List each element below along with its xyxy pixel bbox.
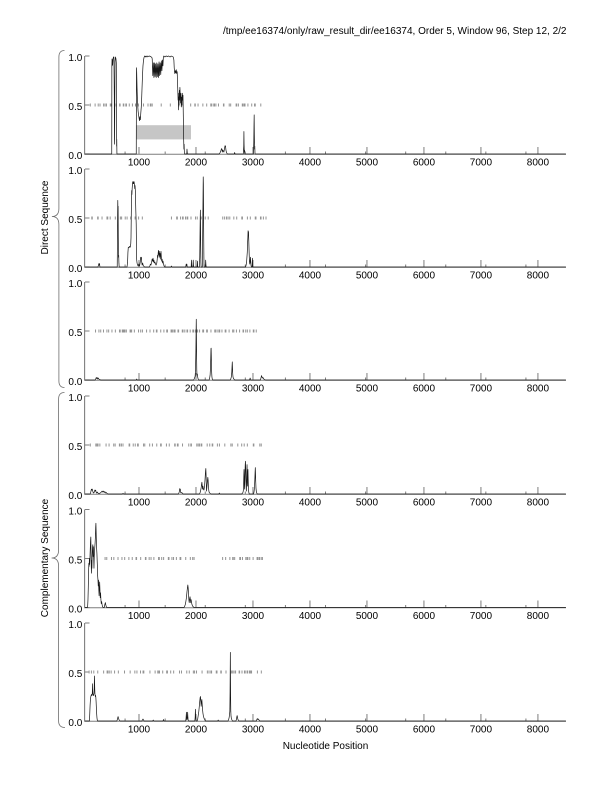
svg-text:0.5: 0.5 bbox=[68, 215, 82, 226]
svg-text:1.0: 1.0 bbox=[68, 506, 82, 517]
svg-text:1.0: 1.0 bbox=[68, 53, 82, 64]
svg-text:1.0: 1.0 bbox=[68, 166, 82, 177]
svg-text:5000: 5000 bbox=[356, 498, 379, 509]
svg-text:1000: 1000 bbox=[128, 158, 151, 169]
svg-text:5000: 5000 bbox=[356, 611, 379, 622]
svg-text:1000: 1000 bbox=[128, 498, 151, 509]
svg-text:3000: 3000 bbox=[242, 384, 265, 395]
svg-text:0.0: 0.0 bbox=[68, 151, 82, 162]
svg-text:4000: 4000 bbox=[299, 498, 322, 509]
svg-text:4000: 4000 bbox=[299, 158, 322, 169]
svg-text:8000: 8000 bbox=[527, 725, 550, 736]
svg-text:4000: 4000 bbox=[299, 611, 322, 622]
svg-text:1000: 1000 bbox=[128, 611, 151, 622]
svg-text:8000: 8000 bbox=[527, 498, 550, 509]
svg-text:4000: 4000 bbox=[299, 384, 322, 395]
svg-text:5000: 5000 bbox=[356, 158, 379, 169]
svg-text:6000: 6000 bbox=[413, 271, 436, 282]
svg-text:4000: 4000 bbox=[299, 725, 322, 736]
svg-text:1.0: 1.0 bbox=[68, 620, 82, 631]
svg-text:7000: 7000 bbox=[470, 271, 493, 282]
svg-text:7000: 7000 bbox=[470, 498, 493, 509]
svg-text:3000: 3000 bbox=[242, 725, 265, 736]
svg-text:Complementary Sequence: Complementary Sequence bbox=[40, 498, 51, 617]
svg-text:0.5: 0.5 bbox=[68, 442, 82, 453]
svg-text:2000: 2000 bbox=[185, 725, 208, 736]
svg-text:1000: 1000 bbox=[128, 725, 151, 736]
svg-text:/tmp/ee16374/only/raw_result_d: /tmp/ee16374/only/raw_result_dir/ee16374… bbox=[223, 26, 567, 37]
svg-text:Direct Sequence: Direct Sequence bbox=[40, 180, 51, 254]
svg-text:8000: 8000 bbox=[527, 384, 550, 395]
svg-text:0.5: 0.5 bbox=[68, 328, 82, 339]
svg-text:2000: 2000 bbox=[185, 611, 208, 622]
svg-text:6000: 6000 bbox=[413, 611, 436, 622]
svg-text:3000: 3000 bbox=[242, 498, 265, 509]
svg-text:8000: 8000 bbox=[527, 158, 550, 169]
svg-text:7000: 7000 bbox=[470, 158, 493, 169]
svg-text:3000: 3000 bbox=[242, 158, 265, 169]
svg-text:1.0: 1.0 bbox=[68, 279, 82, 290]
svg-text:0.0: 0.0 bbox=[68, 377, 82, 388]
svg-text:0.0: 0.0 bbox=[68, 264, 82, 275]
svg-text:6000: 6000 bbox=[413, 384, 436, 395]
svg-text:8000: 8000 bbox=[527, 271, 550, 282]
svg-text:4000: 4000 bbox=[299, 271, 322, 282]
svg-text:Nucleotide Position: Nucleotide Position bbox=[283, 741, 369, 752]
svg-text:2000: 2000 bbox=[185, 271, 208, 282]
svg-text:3000: 3000 bbox=[242, 611, 265, 622]
svg-text:5000: 5000 bbox=[356, 725, 379, 736]
svg-text:1000: 1000 bbox=[128, 271, 151, 282]
svg-text:7000: 7000 bbox=[470, 611, 493, 622]
svg-text:0.0: 0.0 bbox=[68, 718, 82, 729]
svg-text:0.5: 0.5 bbox=[68, 669, 82, 680]
svg-text:2000: 2000 bbox=[185, 384, 208, 395]
svg-text:6000: 6000 bbox=[413, 725, 436, 736]
svg-text:8000: 8000 bbox=[527, 611, 550, 622]
svg-text:2000: 2000 bbox=[185, 158, 208, 169]
svg-text:2000: 2000 bbox=[185, 498, 208, 509]
svg-text:7000: 7000 bbox=[470, 384, 493, 395]
svg-text:5000: 5000 bbox=[356, 271, 379, 282]
svg-text:1000: 1000 bbox=[128, 384, 151, 395]
svg-text:0.5: 0.5 bbox=[68, 555, 82, 566]
svg-text:7000: 7000 bbox=[470, 725, 493, 736]
svg-text:5000: 5000 bbox=[356, 384, 379, 395]
svg-text:0.0: 0.0 bbox=[68, 491, 82, 502]
svg-text:1.0: 1.0 bbox=[68, 393, 82, 404]
svg-text:6000: 6000 bbox=[413, 158, 436, 169]
svg-text:0.5: 0.5 bbox=[68, 102, 82, 113]
svg-text:3000: 3000 bbox=[242, 271, 265, 282]
svg-text:0.0: 0.0 bbox=[68, 604, 82, 615]
svg-text:6000: 6000 bbox=[413, 498, 436, 509]
